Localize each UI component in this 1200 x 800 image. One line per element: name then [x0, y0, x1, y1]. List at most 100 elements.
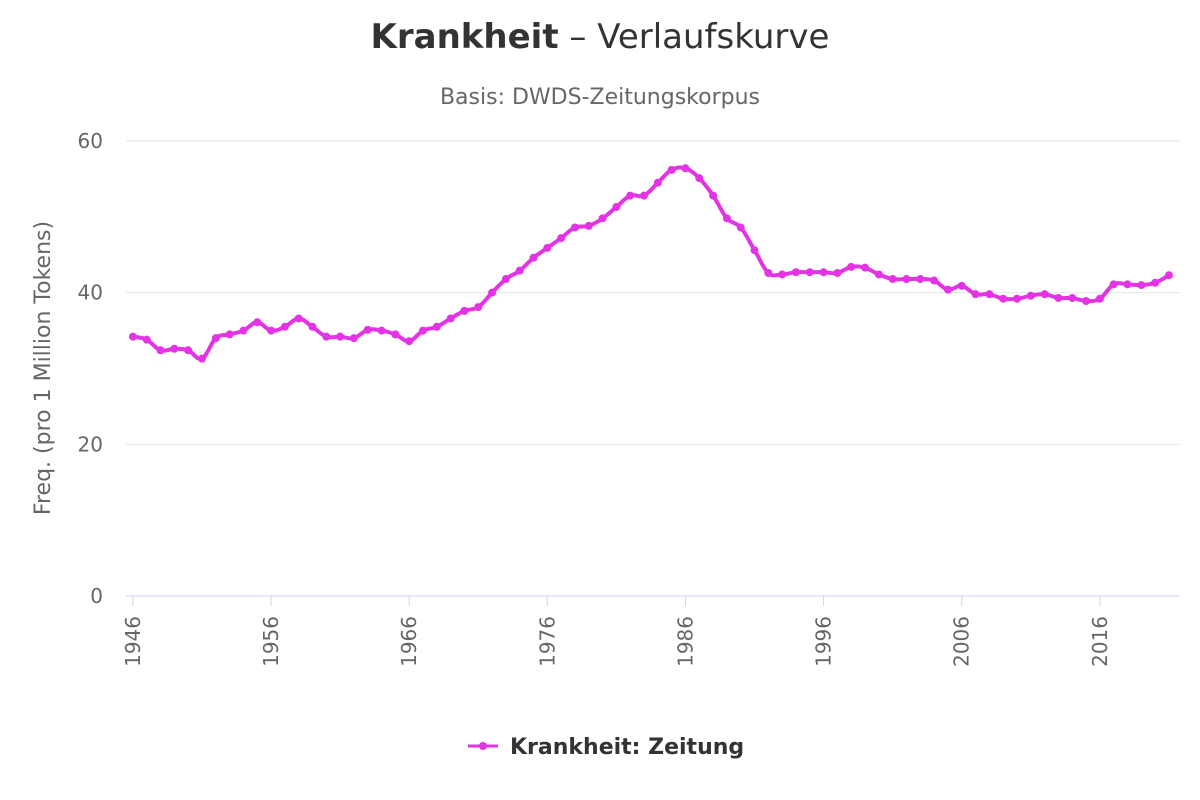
x-tick-label: 1946 [121, 616, 145, 667]
data-point[interactable] [805, 268, 814, 277]
data-point[interactable] [253, 318, 262, 327]
data-point[interactable] [1054, 293, 1063, 302]
data-point[interactable] [1151, 278, 1160, 287]
data-point[interactable] [543, 243, 552, 252]
data-point[interactable] [349, 334, 358, 343]
x-tick-label: 1976 [535, 616, 559, 667]
data-point[interactable] [308, 322, 317, 331]
data-point[interactable] [1137, 281, 1146, 290]
data-point[interactable] [847, 262, 856, 271]
y-tick-label: 0 [90, 584, 103, 608]
data-point[interactable] [874, 270, 883, 279]
data-point[interactable] [598, 214, 607, 223]
data-point[interactable] [681, 164, 690, 173]
series-line [130, 165, 1171, 361]
data-point[interactable] [488, 288, 497, 297]
data-point[interactable] [1164, 271, 1173, 280]
data-point[interactable] [460, 306, 469, 315]
data-point[interactable] [1123, 280, 1132, 289]
data-point[interactable] [833, 268, 842, 277]
data-point[interactable] [971, 290, 980, 299]
data-point[interactable] [142, 335, 151, 344]
data-point[interactable] [1109, 280, 1118, 289]
data-point[interactable] [197, 354, 206, 363]
data-point[interactable] [819, 268, 828, 277]
data-point[interactable] [709, 191, 718, 200]
data-point[interactable] [474, 303, 483, 312]
data-point[interactable] [653, 178, 662, 187]
data-point[interactable] [363, 325, 372, 334]
data-point[interactable] [999, 294, 1008, 303]
y-tick-label: 40 [78, 281, 103, 305]
data-point[interactable] [626, 191, 635, 200]
series-krankheit-zeitung[interactable] [128, 164, 1173, 363]
data-point[interactable] [128, 332, 137, 341]
data-point[interactable] [267, 326, 276, 335]
data-point[interactable] [336, 332, 345, 341]
data-point[interactable] [667, 165, 676, 174]
data-point[interactable] [1095, 294, 1104, 303]
data-point[interactable] [170, 344, 179, 353]
legend-point-marker [479, 742, 487, 750]
data-point[interactable] [888, 275, 897, 284]
data-point[interactable] [446, 314, 455, 323]
legend[interactable]: Krankheit: Zeitung [468, 735, 744, 760]
data-point[interactable] [916, 275, 925, 284]
gridlines [126, 140, 1180, 445]
x-tick-label: 2006 [950, 616, 974, 667]
chart-title: Krankheit – Verlaufskurve [371, 17, 830, 57]
data-point[interactable] [764, 268, 773, 277]
y-axis-title: Freq. (pro 1 Million Tokens) [31, 221, 56, 515]
chart-title-keyword: Krankheit [371, 17, 559, 57]
data-point[interactable] [1012, 294, 1021, 303]
x-tick-label: 1986 [673, 616, 697, 667]
data-point[interactable] [943, 285, 952, 294]
x-tick-label: 1956 [259, 616, 283, 667]
data-point[interactable] [695, 174, 704, 183]
data-point[interactable] [778, 270, 787, 279]
data-point[interactable] [584, 221, 593, 230]
data-point[interactable] [156, 346, 165, 355]
data-point[interactable] [930, 276, 939, 285]
data-point[interactable] [418, 326, 427, 335]
data-point[interactable] [211, 334, 220, 343]
data-point[interactable] [432, 322, 441, 331]
data-point[interactable] [225, 330, 234, 339]
data-point[interactable] [736, 223, 745, 232]
x-tick-label: 2016 [1088, 616, 1112, 667]
data-point[interactable] [1026, 291, 1035, 300]
data-point[interactable] [750, 246, 759, 255]
data-point[interactable] [640, 191, 649, 200]
y-tick-label: 60 [78, 129, 103, 153]
data-point[interactable] [791, 268, 800, 277]
data-point[interactable] [902, 275, 911, 284]
data-point[interactable] [515, 266, 524, 275]
data-point[interactable] [1068, 293, 1077, 302]
data-point[interactable] [239, 326, 248, 335]
data-point[interactable] [280, 322, 289, 331]
data-point[interactable] [861, 263, 870, 272]
data-point[interactable] [570, 223, 579, 232]
data-point[interactable] [1040, 290, 1049, 299]
x-tick-label: 1966 [397, 616, 421, 667]
data-point[interactable] [1082, 297, 1091, 306]
data-point[interactable] [957, 281, 966, 290]
data-point[interactable] [557, 234, 566, 243]
data-point[interactable] [612, 202, 621, 211]
y-tick-label: 20 [78, 432, 103, 456]
data-point[interactable] [501, 275, 510, 284]
data-point[interactable] [391, 330, 400, 339]
x-tick-label: 1996 [812, 616, 836, 667]
y-axis-tick-labels: 0 20 40 60 [78, 129, 103, 608]
chart-subtitle: Basis: DWDS-Zeitungskorpus [440, 85, 760, 110]
data-point[interactable] [184, 346, 193, 355]
data-point[interactable] [985, 290, 994, 299]
data-point[interactable] [377, 326, 386, 335]
data-point[interactable] [722, 214, 731, 223]
data-point[interactable] [294, 314, 303, 323]
data-point[interactable] [322, 332, 331, 341]
data-point[interactable] [529, 253, 538, 262]
legend-label[interactable]: Krankheit: Zeitung [510, 735, 744, 760]
data-point[interactable] [405, 337, 414, 346]
